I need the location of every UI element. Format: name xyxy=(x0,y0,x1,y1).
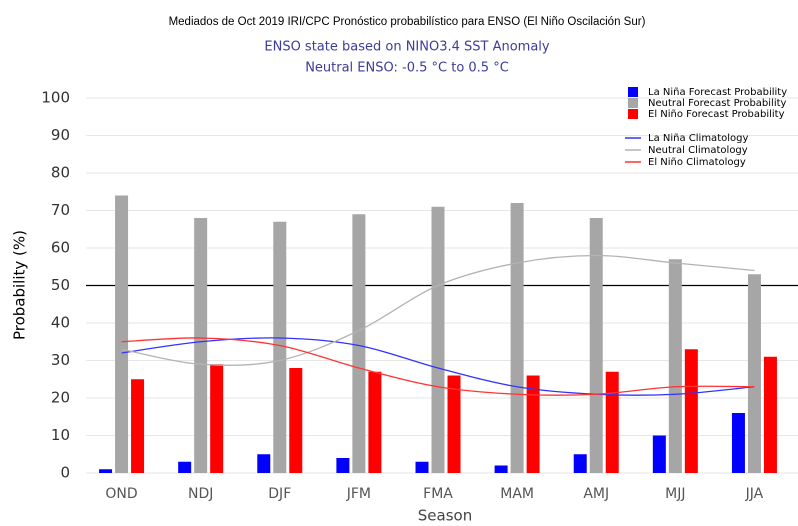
bar xyxy=(194,218,208,473)
x-tick-label: MAM xyxy=(500,486,534,502)
legend-label: La Niña Climatology xyxy=(648,133,748,144)
bar xyxy=(368,371,382,473)
bar xyxy=(494,465,508,473)
bar xyxy=(668,259,682,473)
x-tick-label: JFM xyxy=(346,486,371,502)
bar xyxy=(652,435,666,473)
legend-label: La Niña Forecast Probability xyxy=(648,87,787,98)
bar xyxy=(573,454,587,473)
bar xyxy=(257,454,271,473)
y-tick-label: 60 xyxy=(51,239,70,257)
bar xyxy=(510,203,524,473)
bar xyxy=(684,349,698,473)
climatology-line xyxy=(121,254,755,367)
bar xyxy=(605,371,619,473)
y-tick-label: 50 xyxy=(51,276,70,294)
y-axis-label: Probability (%) xyxy=(11,230,29,340)
x-axis-label: Season xyxy=(418,507,472,525)
bar xyxy=(273,221,287,473)
chart-subtitle: ENSO state based on NINO3.4 SST Anomaly xyxy=(264,40,550,55)
bar xyxy=(747,274,761,473)
bar xyxy=(431,206,445,473)
legend-label: Neutral Forecast Probability xyxy=(648,98,787,109)
x-tick-label: MJJ xyxy=(665,486,685,502)
bar xyxy=(99,469,113,473)
bar xyxy=(763,356,777,473)
x-tick-label: FMA xyxy=(423,486,453,502)
bar xyxy=(352,214,366,473)
bar xyxy=(589,218,603,473)
bar xyxy=(115,195,129,473)
x-tick-label: OND xyxy=(105,486,137,502)
bar xyxy=(131,379,145,473)
y-tick-label: 10 xyxy=(51,426,70,444)
bar xyxy=(447,375,461,473)
x-tick-label: AMJ xyxy=(583,486,609,502)
y-tick-label: 30 xyxy=(51,351,70,369)
x-tick-label: NDJ xyxy=(188,486,213,502)
y-tick-label: 90 xyxy=(51,126,70,144)
x-tick-label: DJF xyxy=(268,486,291,502)
y-tick-label: 80 xyxy=(51,164,70,182)
y-tick-label: 70 xyxy=(51,201,70,219)
bar xyxy=(415,461,429,473)
legend-swatch xyxy=(628,87,638,97)
bar xyxy=(289,368,303,473)
bar xyxy=(526,375,540,473)
climatology-line xyxy=(121,337,755,396)
x-tick-label: JJA xyxy=(745,486,764,502)
legend-swatch xyxy=(628,109,638,119)
legend-label: El Niño Forecast Probability xyxy=(648,109,785,120)
bar xyxy=(731,413,745,473)
bar xyxy=(336,458,350,473)
legend-swatch xyxy=(628,98,638,108)
legend-label: Neutral Climatology xyxy=(648,145,748,156)
y-tick-label: 0 xyxy=(60,464,70,482)
y-tick-label: 20 xyxy=(51,389,70,407)
bar xyxy=(210,364,224,473)
chart-title: Mediados de Oct 2019 IRI/CPC Pronóstico … xyxy=(169,16,646,28)
bar xyxy=(178,461,192,473)
legend-label: El Niño Climatology xyxy=(648,157,746,168)
chart-subtitle: Neutral ENSO: -0.5 °C to 0.5 °C xyxy=(305,61,509,76)
y-tick-label: 40 xyxy=(51,314,70,332)
y-tick-label: 100 xyxy=(41,89,70,107)
